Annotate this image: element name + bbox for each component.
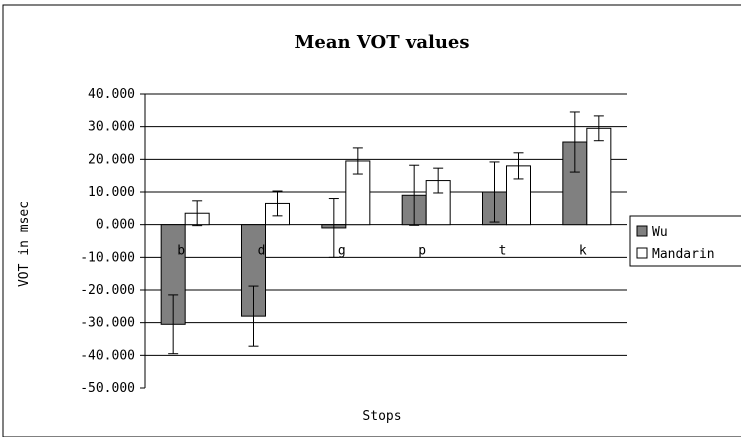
y-tick-label: -20.000 bbox=[80, 283, 135, 298]
y-tick-label: 0.000 bbox=[96, 218, 135, 233]
legend-box bbox=[629, 215, 741, 267]
chart-title: Mean VOT values bbox=[294, 32, 469, 53]
bar-mandarin-g bbox=[345, 160, 371, 226]
y-tick-label: -50.000 bbox=[80, 381, 135, 396]
plot-area: 40.000 30.000 20.000 10.000 0.000 -10.000 -20.… bbox=[80, 87, 627, 396]
legend-swatch-wu bbox=[636, 225, 648, 237]
y-tick-label: -30.000 bbox=[80, 316, 135, 331]
x-category-label: k bbox=[579, 244, 587, 259]
x-category-label: d bbox=[258, 244, 266, 259]
legend-label-mandarin: Mandarin bbox=[652, 247, 715, 262]
x-category-label: b bbox=[177, 244, 185, 259]
x-category-label: p bbox=[418, 244, 426, 259]
y-tick-label: 20.000 bbox=[88, 152, 135, 167]
y-axis-label: VOT in msec bbox=[17, 201, 32, 287]
x-category-label: t bbox=[499, 244, 507, 259]
y-tick-label: 30.000 bbox=[88, 120, 135, 135]
legend-label-wu: Wu bbox=[652, 225, 668, 240]
legend: Wu Mandarin bbox=[629, 215, 741, 267]
chart-border bbox=[2, 4, 741, 438]
x-category-label: g bbox=[338, 244, 346, 259]
y-tick-label: -10.000 bbox=[80, 250, 135, 265]
y-tick-label: 40.000 bbox=[88, 87, 135, 102]
legend-swatch-mandarin bbox=[636, 247, 648, 259]
y-tick-label: -40.000 bbox=[80, 348, 135, 363]
x-axis-label: Stops bbox=[362, 409, 401, 424]
y-tick-label: 10.000 bbox=[88, 185, 135, 200]
bar-wu-k bbox=[562, 141, 588, 226]
bar-mandarin-k bbox=[586, 127, 612, 226]
